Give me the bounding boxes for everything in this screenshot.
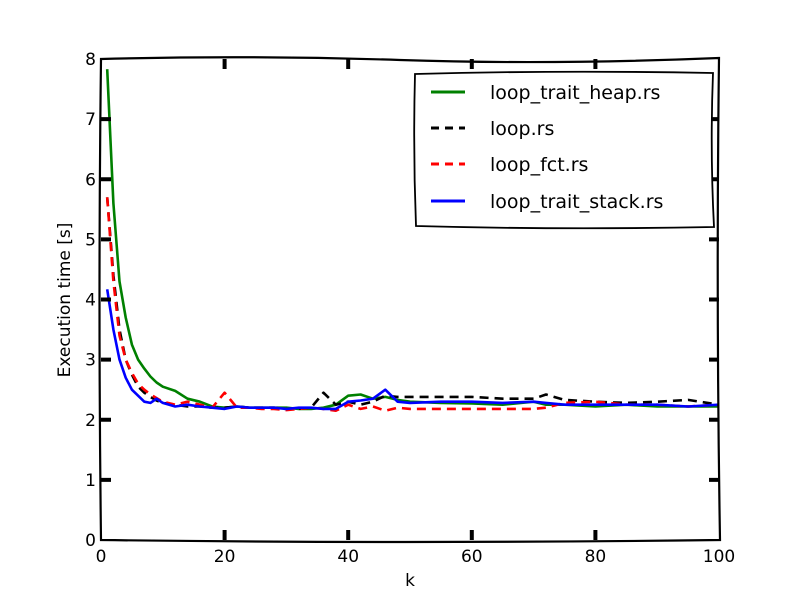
legend-box <box>413 70 715 230</box>
x-tick-mark <box>593 530 598 540</box>
series-line-loop-fct-rs <box>105 197 720 412</box>
y-tick-mark <box>709 237 719 242</box>
y-tick-label: 7 <box>85 110 96 130</box>
y-tick-label: 8 <box>85 50 96 70</box>
y-tick-mark <box>101 357 111 362</box>
y-tick-mark <box>709 357 719 362</box>
y-tick-mark <box>709 297 719 302</box>
series-layer <box>105 69 720 412</box>
y-tick-label: 2 <box>85 411 96 431</box>
y-tick-mark <box>101 297 111 302</box>
legend-label-heap: loop_trait_heap.rs <box>490 82 660 104</box>
ticks-layer: 0 20 40 60 80 100 0 1 2 3 4 5 6 7 8 <box>85 50 735 567</box>
y-tick-label: 3 <box>85 351 96 371</box>
x-tick-mark <box>593 59 598 69</box>
y-tick-label: 1 <box>85 471 96 491</box>
y-tick-mark <box>709 477 719 482</box>
series-line-loop-trait-stack-rs <box>105 289 720 411</box>
legend-label-stack: loop_trait_stack.rs <box>490 191 663 213</box>
y-tick-mark <box>101 477 111 482</box>
y-tick-mark <box>101 117 111 122</box>
y-tick-label: 6 <box>85 170 96 190</box>
x-tick-mark <box>469 59 474 69</box>
x-tick-mark <box>346 530 351 540</box>
legend-label-fct: loop_fct.rs <box>490 154 588 176</box>
y-tick-mark <box>101 237 111 242</box>
y-tick-label: 0 <box>85 531 96 551</box>
x-tick-label: 40 <box>337 547 359 567</box>
x-tick-mark <box>222 59 227 69</box>
x-tick-label: 80 <box>585 547 607 567</box>
y-tick-label: 5 <box>85 230 96 250</box>
x-axis-label: k <box>405 571 415 591</box>
legend-label-loop: loop.rs <box>490 118 554 140</box>
y-tick-mark <box>101 417 111 422</box>
x-tick-mark <box>469 530 474 540</box>
legend: loop_trait_heap.rs loop.rs loop_fct.rs l… <box>413 70 715 230</box>
y-tick-mark <box>709 117 719 122</box>
y-tick-mark <box>101 177 111 182</box>
y-tick-label: 4 <box>85 291 96 311</box>
x-tick-mark <box>346 59 351 69</box>
y-axis-label: Execution time [s] <box>55 223 75 378</box>
x-tick-label: 100 <box>703 547 735 567</box>
x-tick-label: 0 <box>96 547 107 567</box>
x-tick-label: 60 <box>461 547 483 567</box>
x-tick-label: 20 <box>214 547 236 567</box>
y-tick-mark <box>709 417 719 422</box>
x-tick-mark <box>222 530 227 540</box>
y-tick-mark <box>709 177 719 182</box>
